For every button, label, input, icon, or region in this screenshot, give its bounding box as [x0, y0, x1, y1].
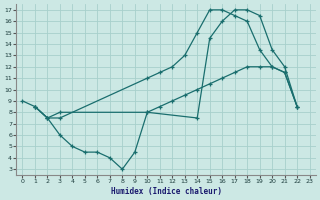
X-axis label: Humidex (Indice chaleur): Humidex (Indice chaleur) — [110, 187, 221, 196]
